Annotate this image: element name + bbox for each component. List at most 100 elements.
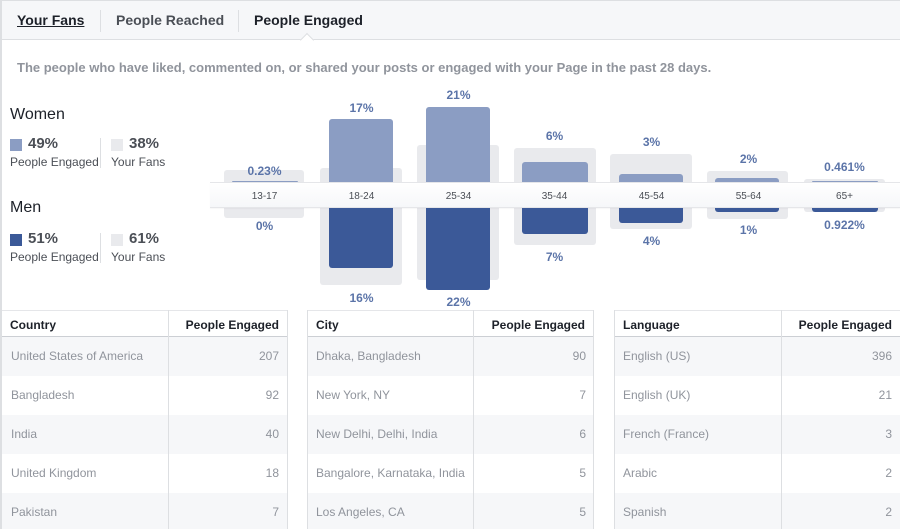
table-header: Country People Engaged: [2, 310, 287, 337]
women-value: 17%: [349, 101, 374, 115]
row-value: 5: [579, 466, 586, 480]
men-value: 4%: [642, 234, 661, 248]
women-engaged-swatch-icon: [10, 139, 22, 151]
men-engaged-label: People Engaged: [10, 250, 99, 264]
table-row[interactable]: India 40: [2, 415, 287, 454]
tab-people-engaged[interactable]: People Engaged: [254, 12, 363, 28]
row-value: 396: [871, 349, 892, 363]
women-bar-65-plus[interactable]: [812, 181, 878, 182]
men-bar-18-24[interactable]: [329, 208, 393, 268]
row-label: United States of America: [11, 349, 144, 363]
women-value: 21%: [446, 88, 471, 102]
age-label: 45-54: [638, 191, 665, 202]
men-engaged-swatch-icon: [10, 234, 22, 246]
age-label: 55-64: [735, 191, 762, 202]
tab-people-reached[interactable]: People Reached: [116, 12, 225, 28]
table-row[interactable]: New York, NY 7: [307, 376, 594, 415]
column-header-people-engaged[interactable]: People Engaged: [798, 318, 892, 332]
age-axis-band: [210, 182, 900, 208]
women-bar-45-54[interactable]: [619, 174, 683, 182]
row-value: 207: [258, 349, 279, 363]
column-separator: [614, 310, 615, 529]
row-label: Pakistan: [11, 505, 58, 519]
women-fans-pct: 38%: [129, 135, 160, 152]
men-value: 7%: [545, 250, 564, 264]
row-label: New Delhi, Delhi, India: [316, 427, 438, 441]
row-value: 3: [885, 427, 892, 441]
row-label: Arabic: [623, 466, 658, 480]
age-label: 65+: [836, 191, 853, 202]
table-row[interactable]: English (UK) 21: [614, 376, 900, 415]
table-row[interactable]: Los Angeles, CA 5: [307, 493, 594, 529]
column-header-city[interactable]: City: [316, 318, 339, 332]
row-label: Bangladesh: [11, 388, 75, 402]
men-bar-55-64[interactable]: [715, 208, 779, 212]
women-engaged-pct: 49%: [28, 135, 59, 152]
column-header-language[interactable]: Language: [623, 318, 680, 332]
row-value: 90: [572, 349, 586, 363]
row-label: New York, NY: [316, 388, 391, 402]
row-value: 92: [265, 388, 279, 402]
country-table: Country People Engaged United States of …: [2, 310, 288, 529]
tab-your-fans[interactable]: Your Fans: [17, 12, 85, 28]
women-fans-label: Your Fans: [111, 155, 166, 169]
column-separator: [593, 310, 594, 529]
men-bar-25-34[interactable]: [426, 208, 490, 290]
table-row[interactable]: United States of America 207: [2, 337, 287, 376]
language-table: Language People Engaged English (US) 396 …: [614, 310, 900, 529]
row-label: Dhaka, Bangladesh: [316, 349, 421, 363]
women-fans-stat: 38% Your Fans: [111, 135, 181, 171]
men-bar-65-plus[interactable]: [812, 208, 878, 212]
table-header: City People Engaged: [307, 310, 594, 337]
column-separator: [287, 310, 288, 529]
row-label: French (France): [623, 427, 710, 441]
row-value: 7: [579, 388, 586, 402]
women-value: 3%: [642, 135, 661, 149]
row-label: United Kingdom: [11, 466, 97, 480]
women-bar-13-17[interactable]: [232, 181, 298, 182]
women-fans-swatch-icon: [111, 139, 123, 151]
table-row[interactable]: Pakistan 7: [2, 493, 287, 529]
table-row[interactable]: New Delhi, Delhi, India 6: [307, 415, 594, 454]
table-row[interactable]: English (US) 396: [614, 337, 900, 376]
row-value: 21: [878, 388, 892, 402]
column-header-country[interactable]: Country: [10, 318, 56, 332]
tab-separator: [100, 10, 101, 32]
women-bar-35-44[interactable]: [522, 162, 588, 182]
column-header-people-engaged[interactable]: People Engaged: [491, 318, 585, 332]
women-value: 2%: [739, 152, 758, 166]
table-row[interactable]: Bangladesh 92: [2, 376, 287, 415]
column-separator: [168, 310, 169, 529]
row-value: 5: [579, 505, 586, 519]
age-label: 18-24: [348, 191, 375, 202]
column-separator: [307, 310, 308, 529]
men-engaged-pct: 51%: [28, 230, 59, 247]
row-value: 6: [579, 427, 586, 441]
table-row[interactable]: Dhaka, Bangladesh 90: [307, 337, 594, 376]
row-label: Bangalore, Karnataka, India: [316, 466, 465, 480]
tab-separator: [238, 10, 239, 32]
women-title: Women: [10, 106, 65, 123]
women-bar-55-64[interactable]: [715, 178, 779, 182]
men-bar-45-54[interactable]: [619, 208, 683, 223]
men-engaged-stat: 51% People Engaged: [10, 230, 100, 266]
row-value: 40: [265, 427, 279, 441]
table-row[interactable]: Spanish 2: [614, 493, 900, 529]
stat-separator: [100, 233, 101, 263]
column-header-people-engaged[interactable]: People Engaged: [185, 318, 279, 332]
row-label: English (UK): [623, 388, 691, 402]
women-engaged-label: People Engaged: [10, 155, 99, 169]
women-bar-18-24[interactable]: [329, 119, 393, 182]
women-value: 0.461%: [824, 160, 865, 174]
table-row[interactable]: United Kingdom 18: [2, 454, 287, 493]
women-bar-25-34[interactable]: [426, 107, 490, 182]
men-bar-35-44[interactable]: [522, 208, 588, 234]
table-row[interactable]: Arabic 2: [614, 454, 900, 493]
column-separator: [473, 310, 474, 529]
women-engaged-stat: 49% People Engaged: [10, 135, 100, 171]
table-row[interactable]: French (France) 3: [614, 415, 900, 454]
row-label: English (US): [623, 349, 691, 363]
table-row[interactable]: Bangalore, Karnataka, India 5: [307, 454, 594, 493]
women-value: 6%: [545, 129, 564, 143]
